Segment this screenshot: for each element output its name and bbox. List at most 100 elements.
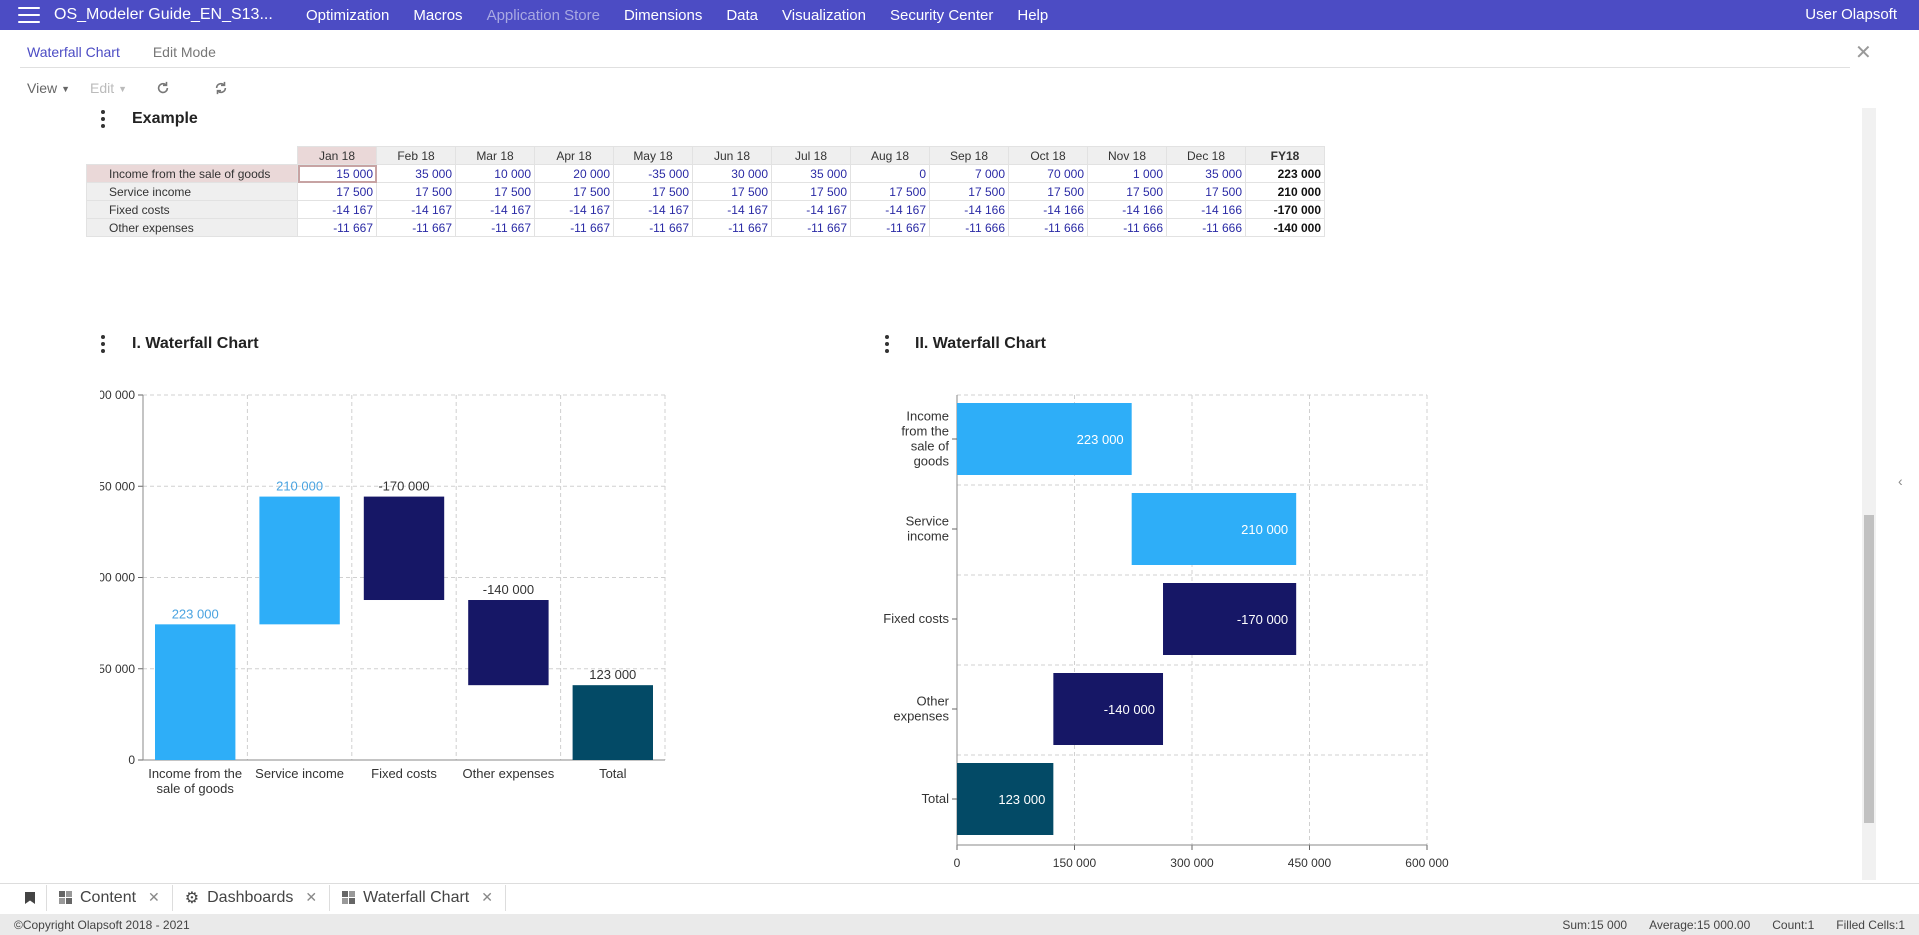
chart1-menu-icon[interactable] <box>100 335 106 353</box>
row-header[interactable]: Service income <box>86 182 298 201</box>
example-widget-menu-icon[interactable] <box>100 110 106 128</box>
col-header[interactable]: Oct 18 <box>1008 146 1088 165</box>
data-cell[interactable]: -11 667 <box>455 218 535 237</box>
data-cell[interactable]: 10 000 <box>455 164 535 183</box>
tab-waterfall-chart[interactable]: Waterfall Chart <box>27 43 120 60</box>
close-icon[interactable]: ✕ <box>1855 42 1872 64</box>
col-header[interactable]: Apr 18 <box>534 146 614 165</box>
data-cell[interactable]: -14 167 <box>455 200 535 219</box>
bar[interactable] <box>468 600 549 686</box>
data-cell[interactable]: -11 666 <box>1087 218 1167 237</box>
app-title[interactable]: OS_Modeler Guide_EN_S13... <box>54 6 273 23</box>
data-cell[interactable]: 70 000 <box>1008 164 1088 183</box>
bar[interactable] <box>957 763 1054 835</box>
data-cell[interactable]: -14 166 <box>1008 200 1088 219</box>
data-cell[interactable]: -11 667 <box>771 218 851 237</box>
data-cell[interactable]: 0 <box>850 164 930 183</box>
bottom-tab-dashboards[interactable]: ⚙ Dashboards ✕ <box>173 884 331 911</box>
data-cell[interactable]: 7 000 <box>929 164 1009 183</box>
col-header[interactable]: May 18 <box>613 146 693 165</box>
data-cell[interactable]: 17 500 <box>1166 182 1246 201</box>
data-cell[interactable]: 17 500 <box>692 182 772 201</box>
data-cell[interactable]: -11 666 <box>1008 218 1088 237</box>
data-cell[interactable]: 20 000 <box>534 164 614 183</box>
data-cell[interactable]: -14 167 <box>692 200 772 219</box>
total-cell[interactable]: 223 000 <box>1245 164 1325 183</box>
view-dropdown[interactable]: View ▼ <box>27 80 70 96</box>
col-header[interactable]: Mar 18 <box>455 146 535 165</box>
bar[interactable] <box>1131 493 1297 565</box>
bottom-tab-content[interactable]: Content ✕ <box>47 884 173 911</box>
col-header[interactable]: Feb 18 <box>376 146 456 165</box>
data-cell[interactable]: -11 667 <box>613 218 693 237</box>
col-header[interactable]: Dec 18 <box>1166 146 1246 165</box>
edit-dropdown[interactable]: Edit ▼ <box>90 80 127 96</box>
data-cell[interactable]: 17 500 <box>1008 182 1088 201</box>
menu-security-center[interactable]: Security Center <box>889 6 994 24</box>
bar[interactable] <box>1053 673 1164 745</box>
refresh-icon[interactable] <box>153 78 173 98</box>
bar[interactable] <box>363 496 445 601</box>
data-cell[interactable]: 30 000 <box>692 164 772 183</box>
data-cell[interactable]: 17 500 <box>771 182 851 201</box>
bar[interactable] <box>155 624 236 760</box>
menu-help[interactable]: Help <box>1017 6 1049 24</box>
data-cell[interactable]: -14 167 <box>376 200 456 219</box>
bar[interactable] <box>957 403 1132 475</box>
data-cell[interactable]: -14 167 <box>297 200 377 219</box>
col-header[interactable]: Jul 18 <box>771 146 851 165</box>
data-cell[interactable]: 35 000 <box>1166 164 1246 183</box>
total-cell[interactable]: -170 000 <box>1245 200 1325 219</box>
data-cell[interactable]: -11 666 <box>1166 218 1246 237</box>
data-cell[interactable]: 17 500 <box>455 182 535 201</box>
chart2-menu-icon[interactable] <box>884 335 890 353</box>
data-cell[interactable]: 17 500 <box>850 182 930 201</box>
data-cell[interactable]: -14 167 <box>613 200 693 219</box>
close-icon[interactable]: ✕ <box>481 889 493 905</box>
close-icon[interactable]: ✕ <box>305 889 318 905</box>
data-cell[interactable]: 35 000 <box>376 164 456 183</box>
data-cell[interactable]: -14 167 <box>850 200 930 219</box>
data-cell[interactable]: 35 000 <box>771 164 851 183</box>
menu-application-store[interactable]: Application Store <box>486 6 600 24</box>
data-cell[interactable]: 17 500 <box>613 182 693 201</box>
chevron-left-icon[interactable]: ‹ <box>1898 473 1903 489</box>
menu-dimensions[interactable]: Dimensions <box>623 6 703 24</box>
data-cell[interactable]: 1 000 <box>1087 164 1167 183</box>
scrollbar-thumb[interactable] <box>1864 515 1874 823</box>
row-header[interactable]: Income from the sale of goods <box>86 164 298 183</box>
data-cell[interactable]: -14 166 <box>1166 200 1246 219</box>
data-cell[interactable]: -11 667 <box>692 218 772 237</box>
close-icon[interactable]: ✕ <box>148 889 160 905</box>
data-cell[interactable]: -11 666 <box>929 218 1009 237</box>
row-header[interactable]: Other expenses <box>86 218 298 237</box>
data-cell[interactable]: 15 000 <box>297 164 377 183</box>
total-cell[interactable]: 210 000 <box>1245 182 1325 201</box>
data-cell[interactable]: 17 500 <box>297 182 377 201</box>
data-cell[interactable]: -11 667 <box>850 218 930 237</box>
user-menu[interactable]: User Olapsoft <box>1805 6 1897 23</box>
hamburger-menu-icon[interactable] <box>18 7 40 23</box>
bar[interactable] <box>572 685 653 760</box>
data-cell[interactable]: 17 500 <box>376 182 456 201</box>
data-cell[interactable]: 17 500 <box>929 182 1009 201</box>
bookmark-icon[interactable] <box>0 884 47 911</box>
col-header[interactable]: Jun 18 <box>692 146 772 165</box>
menu-optimization[interactable]: Optimization <box>306 6 390 24</box>
bar[interactable] <box>259 496 340 625</box>
row-header[interactable]: Fixed costs <box>86 200 298 219</box>
menu-data[interactable]: Data <box>726 6 759 24</box>
data-cell[interactable]: 17 500 <box>1087 182 1167 201</box>
col-header[interactable]: Nov 18 <box>1087 146 1167 165</box>
menu-visualization[interactable]: Visualization <box>782 6 866 24</box>
data-cell[interactable]: 17 500 <box>534 182 614 201</box>
col-header[interactable]: Jan 18 <box>297 146 377 165</box>
data-cell[interactable]: -14 167 <box>534 200 614 219</box>
data-cell[interactable]: -14 167 <box>771 200 851 219</box>
data-cell[interactable]: -11 667 <box>376 218 456 237</box>
data-cell[interactable]: -11 667 <box>534 218 614 237</box>
data-cell[interactable]: -14 166 <box>1087 200 1167 219</box>
menu-macros[interactable]: Macros <box>413 6 463 24</box>
data-cell[interactable]: -11 667 <box>297 218 377 237</box>
col-header[interactable]: Aug 18 <box>850 146 930 165</box>
